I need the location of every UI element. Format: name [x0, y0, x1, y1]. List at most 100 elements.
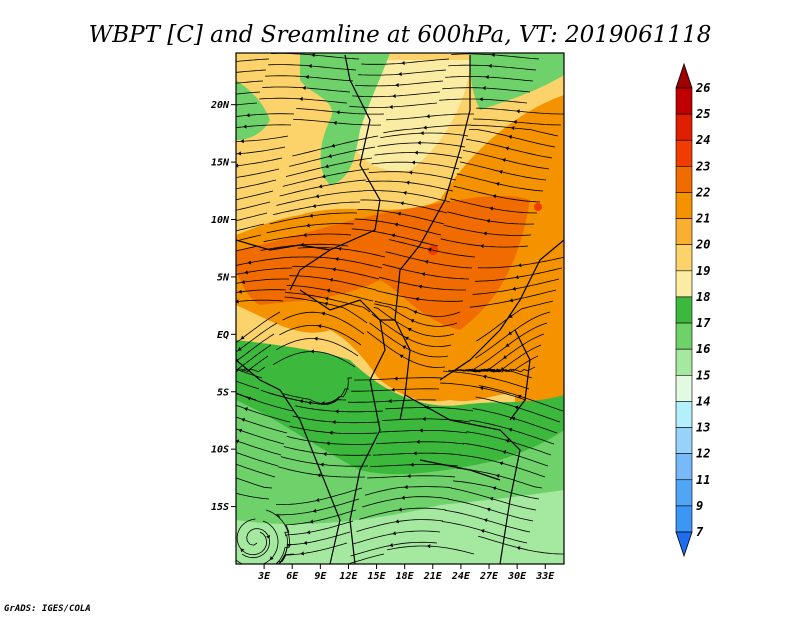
streamline	[443, 224, 532, 236]
streamline	[440, 238, 529, 248]
streamline	[374, 300, 461, 317]
streamline	[275, 553, 295, 564]
streamline	[463, 442, 549, 467]
colorbar-label: 25	[695, 107, 710, 121]
streamline-arrow	[482, 86, 486, 91]
streamline	[265, 75, 354, 82]
streamline	[236, 256, 296, 266]
colorbar-label: 7	[696, 525, 704, 539]
streamline	[275, 498, 360, 518]
colorbar-segment	[675, 113, 693, 141]
streamline	[441, 521, 528, 544]
streamline	[236, 146, 286, 155]
streamline	[236, 179, 277, 190]
streamline-arrow	[321, 174, 326, 179]
colorbar-segment	[675, 166, 693, 193]
streamline-arrow	[424, 259, 429, 264]
streamline-arrow	[246, 396, 251, 401]
colorbar-segment	[675, 374, 693, 402]
colorbar-segment	[675, 270, 693, 298]
streamline-arrow	[513, 119, 517, 125]
streamline	[472, 278, 560, 295]
streamline	[478, 385, 564, 412]
streamline-arrow	[317, 473, 321, 478]
streamline-arrow	[244, 270, 249, 275]
streamline-arrow	[269, 556, 274, 560]
streamline	[276, 338, 359, 357]
streamline	[475, 396, 561, 423]
streamline-arrow	[299, 399, 304, 404]
streamline	[289, 146, 376, 167]
streamline	[353, 530, 441, 545]
streamline-arrow	[238, 289, 242, 294]
streamline-arrow	[395, 82, 399, 88]
streamline	[363, 190, 451, 203]
streamline-arrow	[408, 170, 413, 175]
streamline-arrow	[392, 93, 396, 99]
streamline	[285, 157, 373, 177]
streamline	[367, 475, 456, 479]
streamline-arrow	[411, 160, 416, 165]
streamline-arrow	[215, 83, 219, 87]
streamline-arrow	[505, 438, 510, 443]
streamline-arrow	[397, 211, 401, 216]
streamline-arrow	[399, 354, 404, 359]
streamline-arrow	[427, 247, 432, 252]
y-tick-label: 5N	[217, 272, 230, 283]
x-tick-label: 18E	[396, 571, 415, 582]
streamline-arrow	[389, 104, 393, 109]
region-northeast-green	[470, 53, 564, 110]
streamline-arrow	[211, 384, 215, 388]
streamline-arrow	[324, 296, 329, 301]
streamline-arrow	[495, 182, 500, 187]
streamline-arrow	[426, 114, 430, 119]
streamline	[355, 80, 444, 87]
streamline-arrow	[389, 543, 394, 548]
streamline	[366, 331, 446, 368]
streamline-arrow	[517, 394, 522, 399]
streamline	[450, 198, 538, 214]
streamline-arrow	[240, 139, 244, 144]
streamline	[443, 370, 530, 390]
streamline	[236, 416, 288, 434]
streamline	[469, 419, 555, 445]
streamline	[236, 477, 273, 489]
streamline	[346, 553, 385, 564]
streamline-arrow	[392, 531, 396, 536]
x-axis: 3E 6E 9E 12E 15E 18E 21E 24E 27E 30E 33E	[257, 564, 555, 582]
streamline-arrow	[315, 498, 320, 503]
streamline	[236, 267, 293, 275]
colorbar-label: 12	[696, 447, 710, 461]
streamline-arrow	[402, 190, 407, 195]
streamline-arrow	[241, 279, 245, 285]
streamline	[294, 256, 383, 269]
streamline-arrow	[480, 529, 485, 534]
streamline	[382, 418, 471, 423]
colorbar-label: 22	[695, 185, 710, 199]
streamline	[236, 299, 284, 303]
streamline-arrow	[324, 301, 328, 306]
streamline-arrow	[309, 213, 313, 218]
streamline	[236, 520, 279, 564]
streamline	[379, 430, 468, 434]
streamline-arrow	[214, 244, 218, 248]
streamline	[285, 292, 371, 313]
streamline-arrow	[413, 310, 418, 315]
streamline	[268, 64, 357, 71]
streamline	[373, 452, 462, 456]
streamline	[442, 87, 531, 93]
streamline	[459, 454, 546, 478]
streamline	[282, 168, 370, 187]
streamline	[276, 487, 363, 505]
streamline	[351, 388, 440, 392]
streamline-arrow	[514, 405, 519, 410]
streamline	[377, 142, 466, 148]
streamline-arrow	[317, 324, 322, 329]
streamline-arrow	[503, 355, 508, 359]
streamline	[459, 161, 547, 181]
streamline-arrow	[426, 544, 431, 549]
streamline-arrow	[516, 546, 521, 551]
streamline	[265, 509, 290, 564]
streamline	[466, 431, 552, 456]
streamline	[385, 407, 474, 412]
